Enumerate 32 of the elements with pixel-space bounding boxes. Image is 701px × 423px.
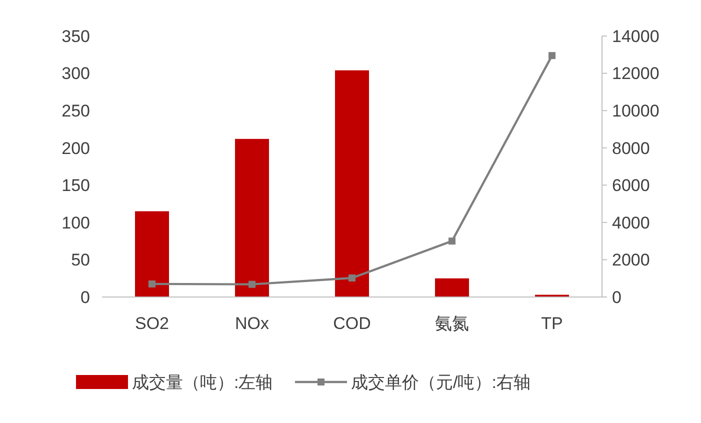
y2-tick-label: 6000 bbox=[612, 176, 650, 196]
legend-label: 成交单价（元/吨）:右轴 bbox=[351, 372, 530, 392]
legend-label: 成交量（吨）:左轴 bbox=[132, 372, 273, 392]
y2-tick-label: 4000 bbox=[612, 213, 650, 232]
y-tick-label: 200 bbox=[62, 138, 90, 158]
point bbox=[448, 238, 456, 245]
y2-tick-label: 12000 bbox=[612, 64, 660, 84]
y-tick-label: 50 bbox=[71, 250, 90, 270]
bar bbox=[335, 70, 369, 297]
y2-tick-label: 2000 bbox=[612, 250, 650, 270]
y-tick-label: 250 bbox=[62, 102, 90, 121]
y2-tick-label: 10000 bbox=[612, 102, 660, 121]
y2-tick-label: 8000 bbox=[612, 138, 650, 158]
point bbox=[548, 52, 556, 60]
bar bbox=[435, 278, 469, 297]
y-tick-label: 0 bbox=[80, 288, 90, 307]
x-tick-label: 氨氮 bbox=[435, 314, 469, 333]
y-tick-label: 150 bbox=[62, 176, 90, 196]
x-tick-label: COD bbox=[333, 314, 371, 333]
x-tick-label: NOx bbox=[235, 314, 270, 333]
y2-tick-label: 14000 bbox=[612, 26, 660, 46]
y-tick-label: 100 bbox=[62, 213, 90, 232]
x-tick-label: SO2 bbox=[134, 314, 170, 333]
y2-tick-label: 0 bbox=[612, 288, 622, 307]
y-tick-label: 300 bbox=[62, 64, 90, 84]
point bbox=[348, 274, 356, 282]
bar bbox=[235, 138, 269, 297]
y-tick-label: 350 bbox=[62, 26, 90, 46]
bar bbox=[135, 211, 169, 297]
point bbox=[248, 280, 256, 288]
x-tick-label: TP bbox=[541, 314, 563, 333]
point bbox=[148, 280, 156, 288]
